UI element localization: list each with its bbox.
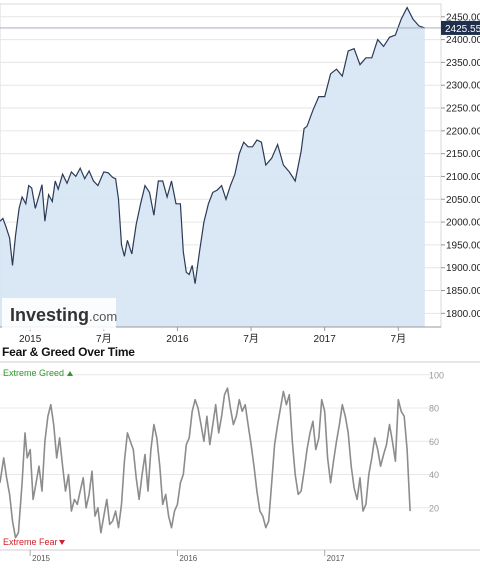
y-tick-label: 1800.00 bbox=[446, 309, 480, 320]
fear-greed-x-axis: 2015 2016 2017 bbox=[0, 549, 480, 563]
logo-brand: Investing bbox=[10, 305, 89, 325]
current-value-badge-bg bbox=[441, 20, 480, 35]
x-tick-label: 2016 bbox=[179, 554, 197, 563]
fear-greed-chart: 20 40 60 80 100 2015 2016 2017 Extreme Greed E… bbox=[0, 361, 480, 563]
extreme-fear-label-group: Extreme Fear bbox=[3, 537, 65, 547]
y-tick-label: 2150.00 bbox=[446, 149, 480, 160]
down-triangle-icon bbox=[59, 540, 65, 545]
x-tick-label: 7月 bbox=[243, 333, 259, 344]
y-tick-label: 2200.00 bbox=[446, 126, 480, 137]
y-tick-label: 2000.00 bbox=[446, 218, 480, 229]
y-tick-label: 40 bbox=[429, 470, 439, 480]
chart-title: Fear & Greed Over Time bbox=[2, 345, 135, 359]
y-tick-label: 2100.00 bbox=[446, 172, 480, 183]
extreme-fear-label: Extreme Fear bbox=[3, 537, 58, 547]
current-value-label: 2425.55 bbox=[445, 24, 480, 35]
y-tick-label: 60 bbox=[429, 437, 439, 447]
logo-suffix: .com bbox=[89, 309, 117, 324]
price-area-fill bbox=[0, 7, 425, 327]
price-line bbox=[0, 6, 425, 284]
extreme-greed-label-group: Extreme Greed bbox=[3, 368, 73, 378]
price-y-axis: 1800.00 1850.00 1900.00 1950.00 2000.00 2050.… bbox=[441, 12, 480, 320]
x-tick-label: 2015 bbox=[32, 554, 50, 563]
x-tick-label: 2016 bbox=[166, 334, 189, 344]
x-tick-label: 7月 bbox=[391, 333, 407, 344]
current-value-badge: 2425.55 bbox=[441, 20, 480, 35]
y-tick-label: 1900.00 bbox=[446, 263, 480, 274]
price-chart: 1800.00 1850.00 1900.00 1950.00 2000.00 2050.… bbox=[0, 3, 480, 345]
x-tick-label: 2015 bbox=[19, 334, 42, 344]
y-tick-label: 2350.00 bbox=[446, 58, 480, 69]
y-tick-label: 2400.00 bbox=[446, 35, 480, 46]
y-tick-label: 1850.00 bbox=[446, 286, 480, 297]
y-tick-label: 2300.00 bbox=[446, 81, 480, 92]
fear-greed-chart-panel: 20 40 60 80 100 2015 2016 2017 Extreme Greed E… bbox=[0, 360, 480, 570]
svg-text:Investing.com: Investing.com bbox=[10, 305, 117, 325]
x-tick-label: 2017 bbox=[327, 554, 345, 563]
y-tick-label: 20 bbox=[429, 503, 439, 513]
x-tick-label: 2017 bbox=[314, 334, 337, 344]
fear-greed-line bbox=[0, 387, 411, 539]
fear-greed-grid bbox=[0, 361, 480, 509]
y-tick-label: 2250.00 bbox=[446, 104, 480, 115]
x-tick-label: 7月 bbox=[96, 333, 112, 344]
y-tick-label: 1950.00 bbox=[446, 240, 480, 251]
fear-greed-y-axis: 20 40 60 80 100 bbox=[429, 370, 444, 513]
y-tick-label: 2450.00 bbox=[446, 12, 480, 23]
up-triangle-icon bbox=[67, 371, 73, 376]
extreme-greed-label: Extreme Greed bbox=[3, 368, 64, 378]
y-tick-label: 80 bbox=[429, 404, 439, 414]
y-tick-label: 2050.00 bbox=[446, 195, 480, 206]
price-chart-panel: 1800.00 1850.00 1900.00 1950.00 2000.00 2050.… bbox=[0, 3, 480, 345]
price-x-axis: 2015 7月 2016 7月 2017 7月 bbox=[0, 326, 441, 345]
y-tick-label: 100 bbox=[429, 370, 444, 380]
investing-logo: Investing.com bbox=[2, 298, 117, 330]
